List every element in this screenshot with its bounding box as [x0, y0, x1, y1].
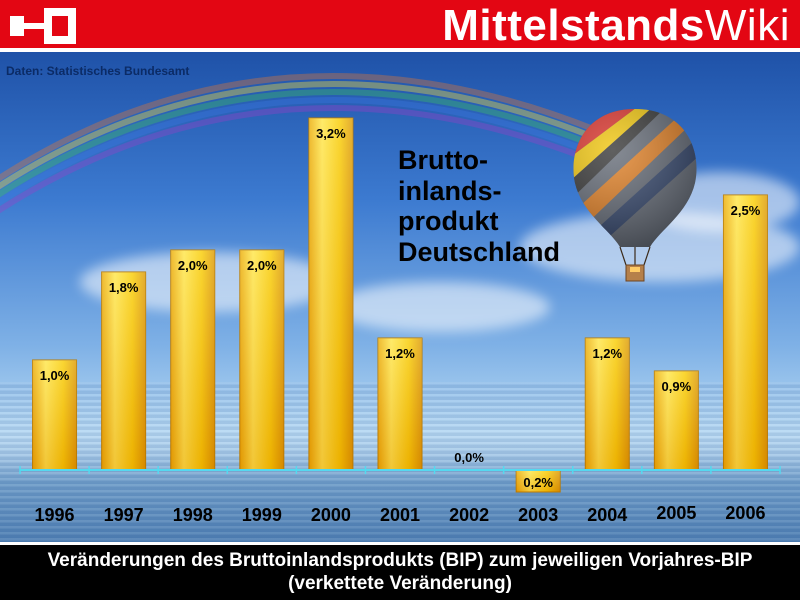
- chart-title: Brutto- inlands- produkt Deutschland: [398, 145, 560, 267]
- x-tick-label: 2006: [725, 503, 765, 523]
- bar-shade-1999: [239, 250, 284, 470]
- bar-shade-2005: [654, 371, 699, 470]
- bar-shade-1996: [32, 360, 77, 470]
- x-tick-label: 2005: [656, 503, 696, 523]
- bar-shade-2004: [585, 338, 630, 470]
- x-tick-label: 1999: [242, 505, 282, 525]
- data-label: 2,0%: [247, 258, 277, 273]
- rainbow-decoration: [0, 73, 622, 214]
- data-label: 3,2%: [316, 126, 346, 141]
- bar-shade-2000: [308, 118, 353, 470]
- brand-wordmark[interactable]: MittelstandsWiki: [442, 2, 790, 50]
- cloud: [330, 282, 550, 332]
- bar-shade-1997: [101, 272, 146, 470]
- bar-shade-2006: [723, 195, 768, 470]
- data-label: 1,2%: [592, 346, 622, 361]
- x-tick-label: 2004: [587, 505, 627, 525]
- caption-line-2: (verkettete Veränderung): [288, 573, 512, 594]
- x-tick-label: 1996: [35, 505, 75, 525]
- data-label: 2,0%: [178, 258, 208, 273]
- data-label: 0,9%: [662, 379, 692, 394]
- data-label: 0,2%: [523, 475, 553, 490]
- data-label: 1,0%: [40, 368, 70, 383]
- caption-footer: Veränderungen des Bruttoinlandsprodukts …: [0, 542, 800, 600]
- caption-line-1: Veränderungen des Bruttoinlandsprodukts …: [47, 550, 753, 571]
- x-tick-label: 2001: [380, 505, 420, 525]
- mittelstandswiki-logo-icon: [10, 8, 76, 44]
- chart-title-line: produkt: [398, 206, 499, 236]
- brand-name-bold: Mittelstands: [442, 1, 705, 50]
- header-bar: MittelstandsWiki: [0, 0, 800, 52]
- x-tick-label: 1998: [173, 505, 213, 525]
- chart-title-line: inlands-: [398, 175, 502, 206]
- bar-shade-2001: [378, 338, 422, 470]
- hot-air-balloon-icon: [573, 109, 697, 282]
- bar-shade-1998: [170, 250, 215, 470]
- brand-name-regular: Wiki: [704, 1, 790, 50]
- x-tick-label: 1997: [104, 505, 144, 525]
- bar-shade-2003: [516, 470, 561, 492]
- data-source-note: Daten: Statistisches Bundesamt: [6, 64, 190, 78]
- data-label: 1,8%: [109, 280, 139, 295]
- chart-title-line: Brutto-: [398, 145, 488, 175]
- x-tick-label: 2002: [449, 505, 489, 525]
- chart-title-line: Deutschland: [398, 236, 561, 267]
- header-divider: [0, 48, 800, 52]
- x-tick-label: 2000: [311, 505, 351, 525]
- gdp-bar-chart: 1,0% 1996 1,8% 1997 2,0% 1998 2,0% 1999 3,2% 2000…: [19, 117, 781, 525]
- data-label: 2,5%: [731, 203, 761, 218]
- data-label: 0,0%: [454, 450, 484, 465]
- x-tick-label: 2003: [518, 505, 558, 525]
- data-label: 1,2%: [385, 346, 415, 361]
